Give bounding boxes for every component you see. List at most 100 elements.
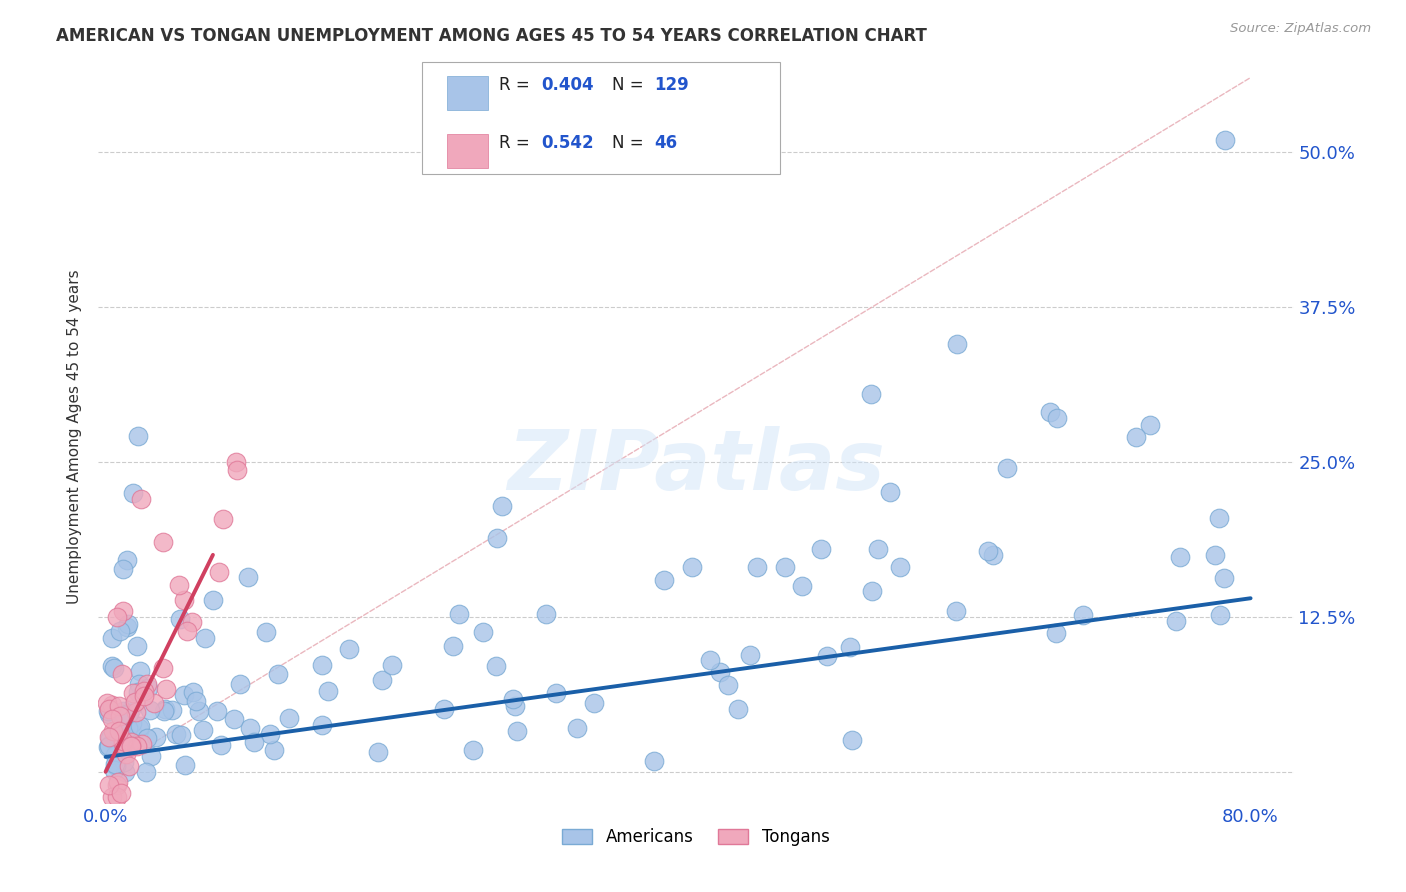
Point	[1166, 615, 1188, 629]
Point	[165, 727, 187, 741]
Point	[236, 570, 259, 584]
Point	[125, 639, 148, 653]
Point	[105, 759, 128, 773]
Point	[111, 734, 134, 748]
Point	[187, 704, 209, 718]
Point	[173, 688, 195, 702]
Point	[120, 702, 142, 716]
Point	[311, 657, 333, 672]
Point	[977, 544, 1000, 558]
Point	[107, 789, 129, 804]
Text: Source: ZipAtlas.com: Source: ZipAtlas.com	[1230, 22, 1371, 36]
Point	[121, 724, 143, 739]
Point	[117, 721, 139, 735]
Point	[120, 735, 142, 749]
Point	[136, 681, 159, 695]
Point	[1208, 510, 1230, 524]
Point	[103, 763, 125, 777]
Point	[1213, 571, 1236, 585]
Point	[111, 717, 134, 731]
Point	[128, 677, 150, 691]
Point	[238, 721, 260, 735]
Point	[114, 764, 136, 779]
Point	[502, 692, 524, 706]
Point	[105, 778, 128, 792]
Point	[131, 491, 153, 506]
Point	[98, 701, 121, 715]
Point	[127, 428, 149, 442]
Point	[447, 607, 470, 621]
Point	[174, 758, 197, 772]
Point	[205, 704, 228, 718]
Text: 46: 46	[654, 134, 676, 152]
Point	[485, 659, 508, 673]
Point	[173, 592, 195, 607]
Point	[229, 677, 252, 691]
Point	[181, 615, 204, 629]
Point	[1071, 607, 1094, 622]
Point	[643, 755, 665, 769]
Point	[717, 678, 740, 692]
Point	[152, 535, 174, 549]
Point	[381, 658, 404, 673]
Point	[129, 664, 152, 678]
Point	[125, 739, 148, 754]
Point	[1209, 608, 1232, 623]
Point	[212, 512, 235, 526]
Point	[143, 696, 166, 710]
Point	[681, 560, 703, 574]
Point	[889, 560, 911, 574]
Point	[1045, 626, 1067, 640]
Point	[122, 485, 145, 500]
Text: 0.404: 0.404	[541, 76, 593, 94]
Text: AMERICAN VS TONGAN UNEMPLOYMENT AMONG AGES 45 TO 54 YEARS CORRELATION CHART: AMERICAN VS TONGAN UNEMPLOYMENT AMONG AG…	[56, 27, 927, 45]
Point	[105, 747, 128, 761]
Point	[112, 737, 135, 751]
Point	[485, 531, 508, 545]
Point	[112, 707, 135, 722]
Point	[259, 727, 281, 741]
Point	[98, 778, 121, 792]
Point	[145, 730, 167, 744]
Point	[127, 685, 149, 699]
Point	[225, 463, 247, 477]
Point	[278, 711, 301, 725]
Point	[176, 624, 198, 639]
Point	[112, 755, 135, 769]
Point	[136, 731, 159, 745]
Point	[995, 461, 1018, 475]
Point	[124, 695, 146, 709]
Point	[367, 745, 389, 759]
Point	[98, 731, 121, 745]
Point	[841, 732, 863, 747]
Point	[111, 562, 134, 576]
Point	[311, 718, 333, 732]
Text: ZIPatlas: ZIPatlas	[508, 425, 884, 507]
Point	[152, 661, 174, 675]
Y-axis label: Unemployment Among Ages 45 to 54 years: Unemployment Among Ages 45 to 54 years	[67, 269, 83, 605]
Point	[114, 747, 136, 761]
Text: 129: 129	[654, 76, 689, 94]
Point	[371, 673, 394, 688]
Point	[131, 737, 153, 751]
Point	[810, 541, 832, 556]
Point	[441, 639, 464, 653]
Point	[108, 709, 131, 723]
Point	[945, 604, 967, 618]
Point	[1204, 548, 1226, 562]
Point	[153, 702, 176, 716]
Point	[115, 620, 138, 634]
Point	[209, 738, 232, 752]
Point	[101, 712, 124, 726]
Point	[181, 685, 204, 699]
Point	[1168, 549, 1191, 564]
Point	[97, 739, 120, 754]
Point	[120, 739, 142, 753]
Point	[107, 699, 129, 714]
Point	[169, 612, 191, 626]
Point	[98, 706, 121, 721]
Point	[224, 712, 246, 726]
Point	[491, 500, 513, 514]
Text: N =: N =	[612, 76, 648, 94]
Point	[97, 738, 120, 752]
